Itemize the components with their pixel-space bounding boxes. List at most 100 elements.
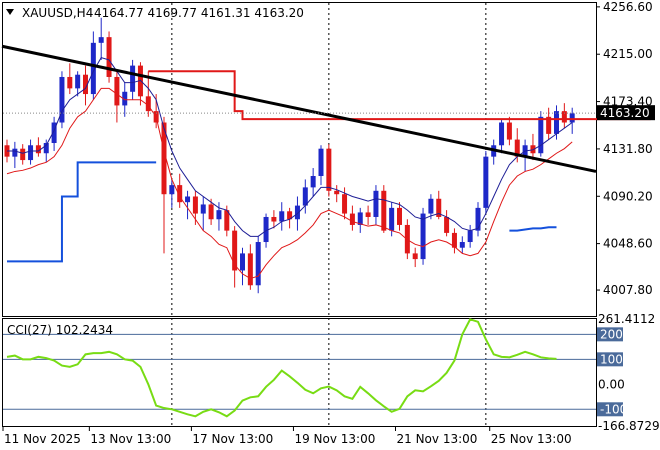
candle-body <box>459 242 465 248</box>
cci-tick-label: -100 <box>600 402 627 416</box>
cci-level-tag <box>597 352 623 367</box>
candle-body <box>130 65 136 92</box>
candle-body <box>255 242 261 286</box>
stop-red-line <box>148 70 651 121</box>
price-tick-label: 4090.20 <box>603 189 653 203</box>
candle-body <box>12 148 18 157</box>
candle-body <box>67 76 73 89</box>
candle-body <box>59 76 65 123</box>
trendline <box>1 44 597 173</box>
candle-body <box>467 230 473 243</box>
dropdown-triangle-icon[interactable] <box>6 9 14 15</box>
candle-body <box>373 190 379 217</box>
candle-body <box>83 74 88 95</box>
stop-blue-line <box>7 161 157 263</box>
candle-body <box>216 210 222 220</box>
candle-body <box>334 190 340 195</box>
candle-body <box>475 207 481 231</box>
candle-body <box>98 37 104 43</box>
candle-body <box>444 216 450 233</box>
time-tick-label: 13 Nov 13:00 <box>90 432 171 446</box>
candle-body <box>514 139 520 157</box>
candle-body <box>561 111 567 123</box>
indicator-lines <box>1 44 651 279</box>
candle-body <box>51 122 57 143</box>
candle-body <box>302 187 308 206</box>
price-tick-label: 4007.80 <box>603 283 653 297</box>
cci-tick-label: 200 <box>600 327 623 341</box>
time-tick-label: 17 Nov 13:00 <box>192 432 273 446</box>
candle-body <box>232 230 238 271</box>
candle-body <box>114 76 120 106</box>
candle-body <box>318 148 324 177</box>
cci-plot-frame <box>2 318 597 427</box>
candle-body <box>192 196 198 214</box>
candle-body <box>169 185 175 195</box>
cci-levels <box>3 333 596 410</box>
candle-body <box>310 176 316 188</box>
candle-body <box>483 156 489 208</box>
candle-body <box>35 145 41 154</box>
cci-line <box>6 318 557 418</box>
candle-body <box>365 212 371 217</box>
price-tick-label: 4048.60 <box>603 237 653 251</box>
current-price-tag <box>597 105 655 121</box>
price-tick-label: 4131.80 <box>603 142 653 156</box>
cci-tick-label: -166.8729 <box>598 419 660 433</box>
candle-body <box>381 190 387 231</box>
candle-body <box>145 96 151 112</box>
price-axis: 4256.60 4215.00 4173.40 4131.80 4090.20 4048.… <box>596 0 653 297</box>
cci-label: CCI(27) 102.2434 <box>7 323 113 337</box>
time-axis: 11 Nov 2025 13 Nov 13:00 17 Nov 13:00 19 No… <box>2 427 572 446</box>
cci-tick-label: 0.00 <box>598 377 625 391</box>
candle-body <box>349 213 355 225</box>
ohlc-values: 4164.77 4169.77 4161.31 4163.20 <box>94 6 304 20</box>
ma-navy-line <box>7 57 573 237</box>
price-tick-label: 4215.00 <box>603 47 653 61</box>
time-tick-label: 11 Nov 2025 <box>4 432 81 446</box>
candle-body <box>326 148 332 191</box>
candle-body <box>208 204 214 220</box>
cci-level-tag <box>597 402 623 417</box>
current-price-label: 4163.20 <box>600 106 650 120</box>
candle-body <box>506 122 512 140</box>
symbol-label: XAUUSD,H4 <box>22 6 93 20</box>
candle-body <box>90 42 96 95</box>
cci-level-tag <box>597 327 623 342</box>
candle-body <box>263 216 269 243</box>
candle-body <box>224 210 230 231</box>
candles <box>4 17 575 294</box>
candle-body <box>342 194 348 214</box>
cci-tick-label: 261.4112 <box>598 312 655 326</box>
candle-body <box>287 211 293 220</box>
candle-body <box>185 196 191 203</box>
time-tick-label: 21 Nov 13:00 <box>397 432 478 446</box>
price-tick-label: 4256.60 <box>603 0 653 14</box>
candle-body <box>428 198 434 214</box>
candle-body <box>247 253 253 286</box>
candle-body <box>538 116 544 154</box>
candle-body <box>357 212 363 225</box>
candle-body <box>279 211 285 222</box>
candle-body <box>271 216 277 222</box>
candle-body <box>28 145 34 161</box>
candle-body <box>397 207 402 225</box>
ma-red-line <box>6 87 573 279</box>
candle-body <box>20 148 26 161</box>
candle-body <box>43 142 49 154</box>
time-tick-label: 25 Nov 13:00 <box>491 432 572 446</box>
candle-body <box>240 253 245 271</box>
candle-body <box>546 116 552 134</box>
main-plot-frame <box>2 2 597 317</box>
candle-body <box>420 213 426 260</box>
candle-body <box>75 74 81 89</box>
time-tick-label: 19 Nov 13:00 <box>294 432 375 446</box>
candle-body <box>499 122 505 146</box>
candle-body <box>122 91 128 106</box>
candle-body <box>161 122 167 195</box>
cci-tick-label: 100 <box>600 352 623 366</box>
candle-body <box>200 204 206 214</box>
candle-body <box>106 37 112 77</box>
